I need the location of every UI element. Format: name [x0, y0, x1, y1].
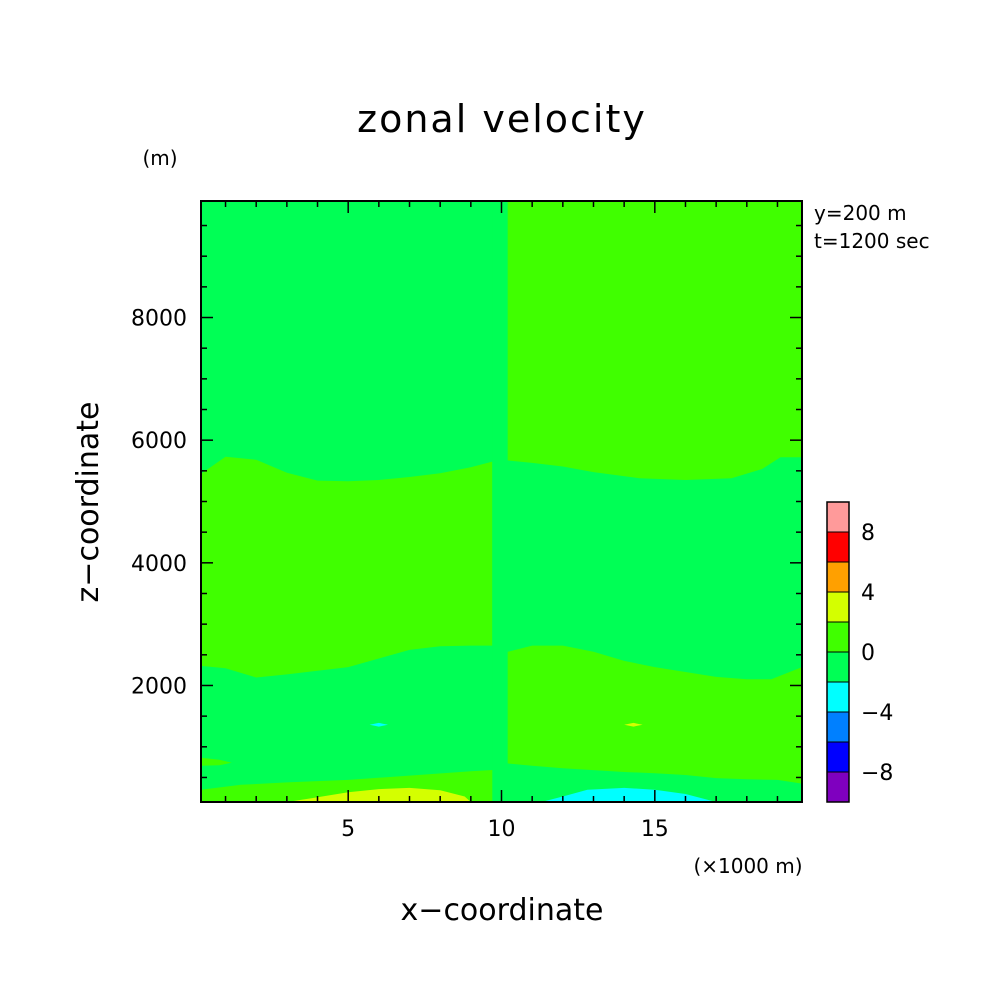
colorbar: −8 −4 0 4 8	[826, 501, 893, 803]
y-tick-label: 2000	[131, 674, 187, 699]
colorbar-tick-label: −4	[861, 701, 893, 726]
colorbar-tick-label: 8	[861, 521, 875, 546]
contour-region-2-to-4-6	[286, 787, 471, 802]
y-tick-label: 6000	[131, 429, 187, 454]
x-axis: 5 10 15	[224, 201, 779, 842]
y-tick-label: 4000	[131, 552, 187, 577]
contour-region-0-to-2-1	[201, 456, 493, 678]
colorbar-frame	[826, 501, 850, 803]
colorbar-tick-label: −8	[861, 761, 893, 786]
chart-title: zonal velocity	[357, 97, 647, 141]
colorbar-tick-label: 4	[861, 581, 875, 606]
colorbar-swatch	[826, 651, 850, 683]
y-axis: 2000 4000 6000 8000	[131, 224, 802, 779]
colorbar-swatch	[826, 591, 850, 623]
contour-region--4-to-2-7	[541, 787, 717, 802]
x-tick-label: 15	[641, 817, 669, 842]
x-unit-label: (×1000 m)	[693, 854, 802, 878]
y-axis-label: z−coordinate	[71, 402, 106, 603]
colorbar-swatch	[826, 681, 850, 713]
annotation-t: t=1200 sec	[814, 229, 930, 253]
contour-region--4-to-2-9	[369, 722, 388, 727]
colorbar-swatch	[826, 561, 850, 593]
colorbar-swatch	[826, 771, 850, 803]
colorbar-swatch	[826, 741, 850, 773]
y-tick-label: 8000	[131, 307, 187, 332]
colorbar-swatch	[826, 621, 850, 653]
x-tick-label: 5	[341, 817, 355, 842]
plot-area	[201, 201, 802, 802]
colorbar-swatch	[826, 531, 850, 563]
contour-region-2-to-4-10	[624, 722, 643, 727]
x-axis-label: x−coordinate	[401, 893, 604, 928]
colorbar-swatch	[826, 501, 850, 533]
x-tick-label: 10	[488, 817, 516, 842]
contour-region-0-to-2-2	[507, 645, 802, 784]
contour-region--2-to-0-8	[492, 201, 508, 802]
colorbar-swatch	[826, 711, 850, 743]
colorbar-tick-label: 0	[861, 641, 875, 666]
annotation-y: y=200 m	[814, 201, 907, 225]
y-unit-label: (m)	[142, 146, 177, 170]
contour-region-0-to-2-5	[768, 757, 802, 766]
contour-region-0-to-2-3	[201, 757, 232, 766]
contour-region-0-to-2-0	[507, 201, 802, 480]
